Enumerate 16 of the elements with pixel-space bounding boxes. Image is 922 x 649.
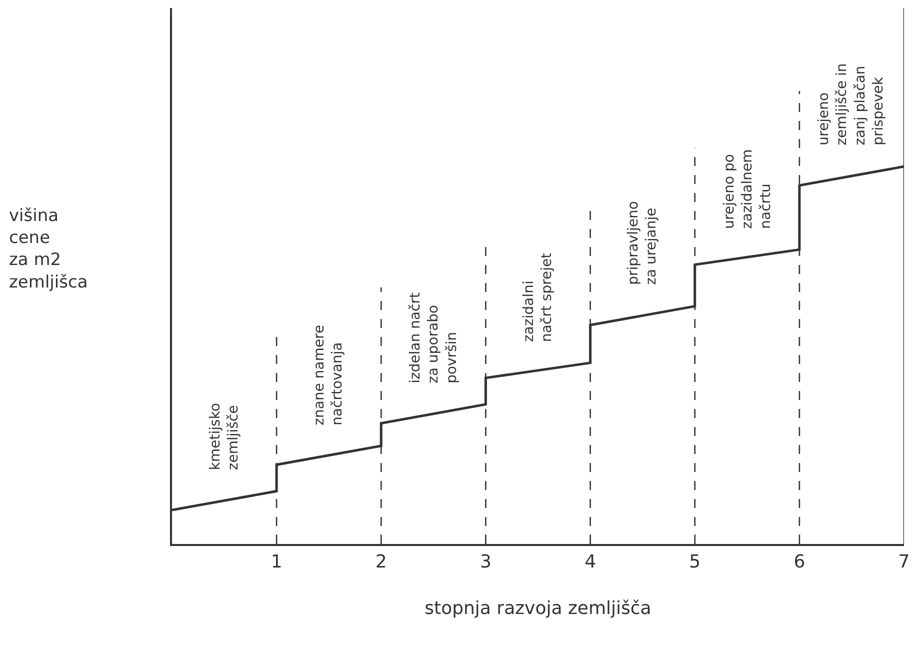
- ref-line-label: znane namere načrtovanja: [311, 324, 346, 426]
- x-tick-label: 5: [689, 551, 701, 572]
- x-tick-label: 2: [375, 551, 387, 572]
- x-tick-label: 7: [898, 551, 910, 572]
- y-axis-title: višina cene za m2 zemljišca: [9, 206, 88, 292]
- x-tick-label: 3: [480, 551, 492, 572]
- x-tick-label: 4: [584, 551, 596, 572]
- ref-line-label: pripravljeno za urejanje: [625, 201, 660, 285]
- x-axis-title: stopnja razvoja zemljišča: [424, 598, 652, 619]
- ref-line-label: urejeno po zazidalnem načrtu: [721, 149, 774, 229]
- ref-line-label: kmetijsko zemljišče: [208, 402, 242, 470]
- ref-line-label: urejeno zemljišče in zanj plačan prispevek: [816, 63, 887, 146]
- x-tick-label: 6: [794, 551, 806, 572]
- ref-line-label: izdelan načrt za uporabo površin: [407, 292, 460, 384]
- x-tick-label: 1: [270, 551, 282, 572]
- ref-line-label: zazidalni načrt sprejet: [521, 252, 556, 342]
